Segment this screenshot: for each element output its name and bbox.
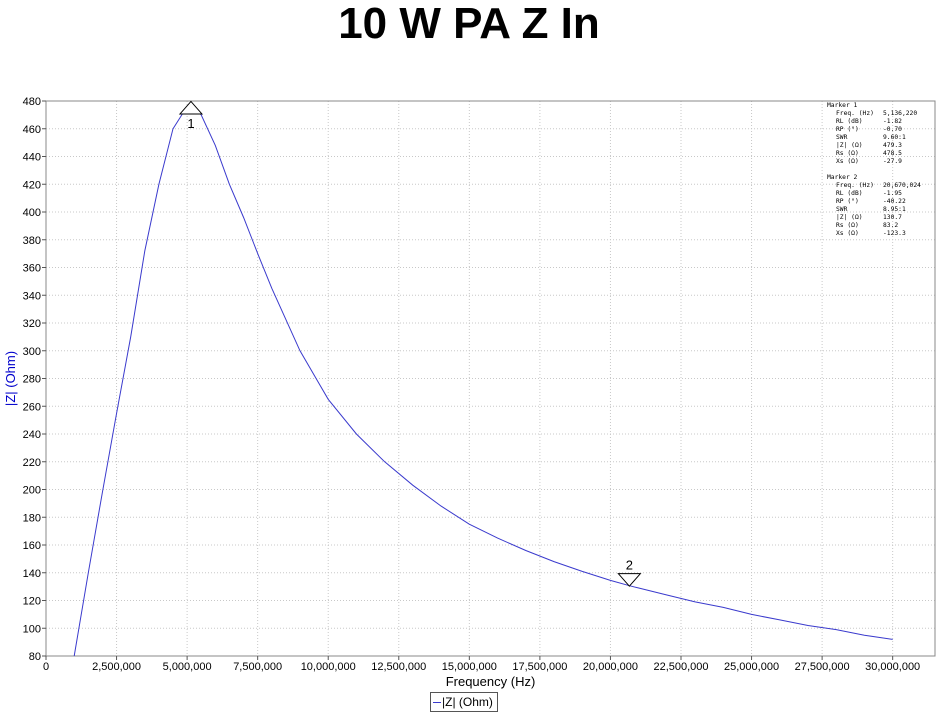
readout-field-value: -27.9: [883, 158, 902, 165]
markers: 12: [178, 100, 642, 587]
legend-swatch: [433, 702, 441, 704]
y-tick-label: 140: [23, 568, 41, 580]
readout-field-name: SWR: [836, 206, 848, 213]
readout-field-name: Xs (Ω): [836, 230, 859, 237]
readout-field-value: 8.95:1: [883, 206, 906, 213]
x-tick-label: 10,000,000: [301, 661, 356, 673]
y-tick-label: 340: [23, 290, 41, 302]
y-tick-label: 180: [23, 512, 41, 524]
y-tick-label: 120: [23, 596, 41, 608]
x-axis-ticks: 0 2,500,000 5,000,000 7,500,000 10,000,000 12…: [43, 656, 920, 673]
readout-field-name: RL (dB): [836, 190, 863, 197]
readout-field-value: 83.2: [883, 222, 898, 229]
x-tick-label: 30,000,000: [865, 661, 920, 673]
readout-field-value: 478.5: [883, 150, 902, 157]
x-tick-label: 15,000,000: [442, 661, 497, 673]
readout-field-value: -1.95: [883, 190, 902, 197]
y-tick-label: 360: [23, 263, 41, 275]
readout-field-name: SWR: [836, 134, 848, 141]
legend-entry-impedance: |Z| (Ohm): [442, 695, 493, 709]
y-tick-label: 280: [23, 374, 41, 386]
x-tick-label: 27,500,000: [795, 661, 850, 673]
marker-1-triangle: [178, 100, 204, 115]
x-axis-label: Frequency (Hz): [446, 674, 536, 689]
readout-field-value: -123.3: [883, 230, 906, 237]
legend: |Z| (Ohm): [430, 692, 498, 712]
x-tick-label: 25,000,000: [724, 661, 779, 673]
x-tick-label: 22,500,000: [653, 661, 708, 673]
marker-2-triangle: [617, 573, 642, 587]
y-tick-label: 100: [23, 623, 41, 635]
y-tick-label: 420: [23, 179, 41, 191]
readout-field-name: RP (°): [836, 197, 859, 205]
y-tick-label: 440: [23, 152, 41, 164]
readout-field-name: Freq. (Hz): [836, 110, 874, 117]
y-tick-label: 240: [23, 429, 41, 441]
y-tick-label: 260: [23, 401, 41, 413]
y-axis-ticks: 80 100 120 140 160 180 200 220 240 260 280 300 320 34…: [23, 96, 46, 663]
x-tick-label: 0: [43, 661, 49, 673]
series-line-impedance: [73, 101, 893, 657]
readout-field-value: -40.22: [883, 198, 906, 205]
readout-field-value: 20,670,024: [883, 182, 921, 189]
readout-field-name: Rs (Ω): [836, 150, 859, 157]
x-tick-label: 20,000,000: [583, 661, 638, 673]
readout-field-value: 130.7: [883, 214, 902, 221]
y-tick-label: 300: [23, 346, 41, 358]
y-tick-label: 400: [23, 207, 41, 219]
readout-field-name: |Z| (Ω): [836, 142, 863, 149]
y-tick-label: 80: [29, 651, 41, 663]
readout-field-name: Marker 2: [827, 174, 858, 181]
y-tick-label: 160: [23, 540, 41, 552]
x-tick-label: 7,500,000: [233, 661, 282, 673]
y-tick-label: 380: [23, 235, 41, 247]
y-tick-label: 320: [23, 318, 41, 330]
readout-field-name: RL (dB): [836, 118, 863, 125]
readout-field-name: Marker 1: [827, 102, 858, 109]
x-tick-label: 12,500,000: [371, 661, 426, 673]
chart-title: 10 W PA Z In: [338, 0, 600, 48]
x-tick-label: 5,000,000: [163, 661, 212, 673]
x-tick-label: 2,500,000: [92, 661, 141, 673]
readout-field-value: 479.3: [883, 142, 902, 149]
marker-2-label: 2: [626, 558, 633, 573]
y-tick-label: 220: [23, 457, 41, 469]
readout-field-name: RP (°): [836, 125, 859, 133]
marker-1-label: 1: [187, 116, 194, 131]
y-tick-label: 480: [23, 96, 41, 108]
y-tick-label: 200: [23, 485, 41, 497]
y-tick-label: 460: [23, 124, 41, 136]
readout-field-name: Xs (Ω): [836, 158, 859, 165]
readout-field-value: -0.70: [883, 126, 902, 133]
readout-field-name: Freq. (Hz): [836, 182, 874, 189]
grid: [46, 101, 935, 656]
y-axis-label: |Z| (Ohm): [3, 351, 18, 406]
readout-field-value: 9.60:1: [883, 134, 906, 141]
readout-field-value: 5,136,220: [883, 110, 917, 117]
readout-field-value: -1.82: [883, 118, 902, 125]
readout-field-name: |Z| (Ω): [836, 214, 863, 221]
readout-field-name: Rs (Ω): [836, 222, 859, 229]
x-tick-label: 17,500,000: [512, 661, 567, 673]
